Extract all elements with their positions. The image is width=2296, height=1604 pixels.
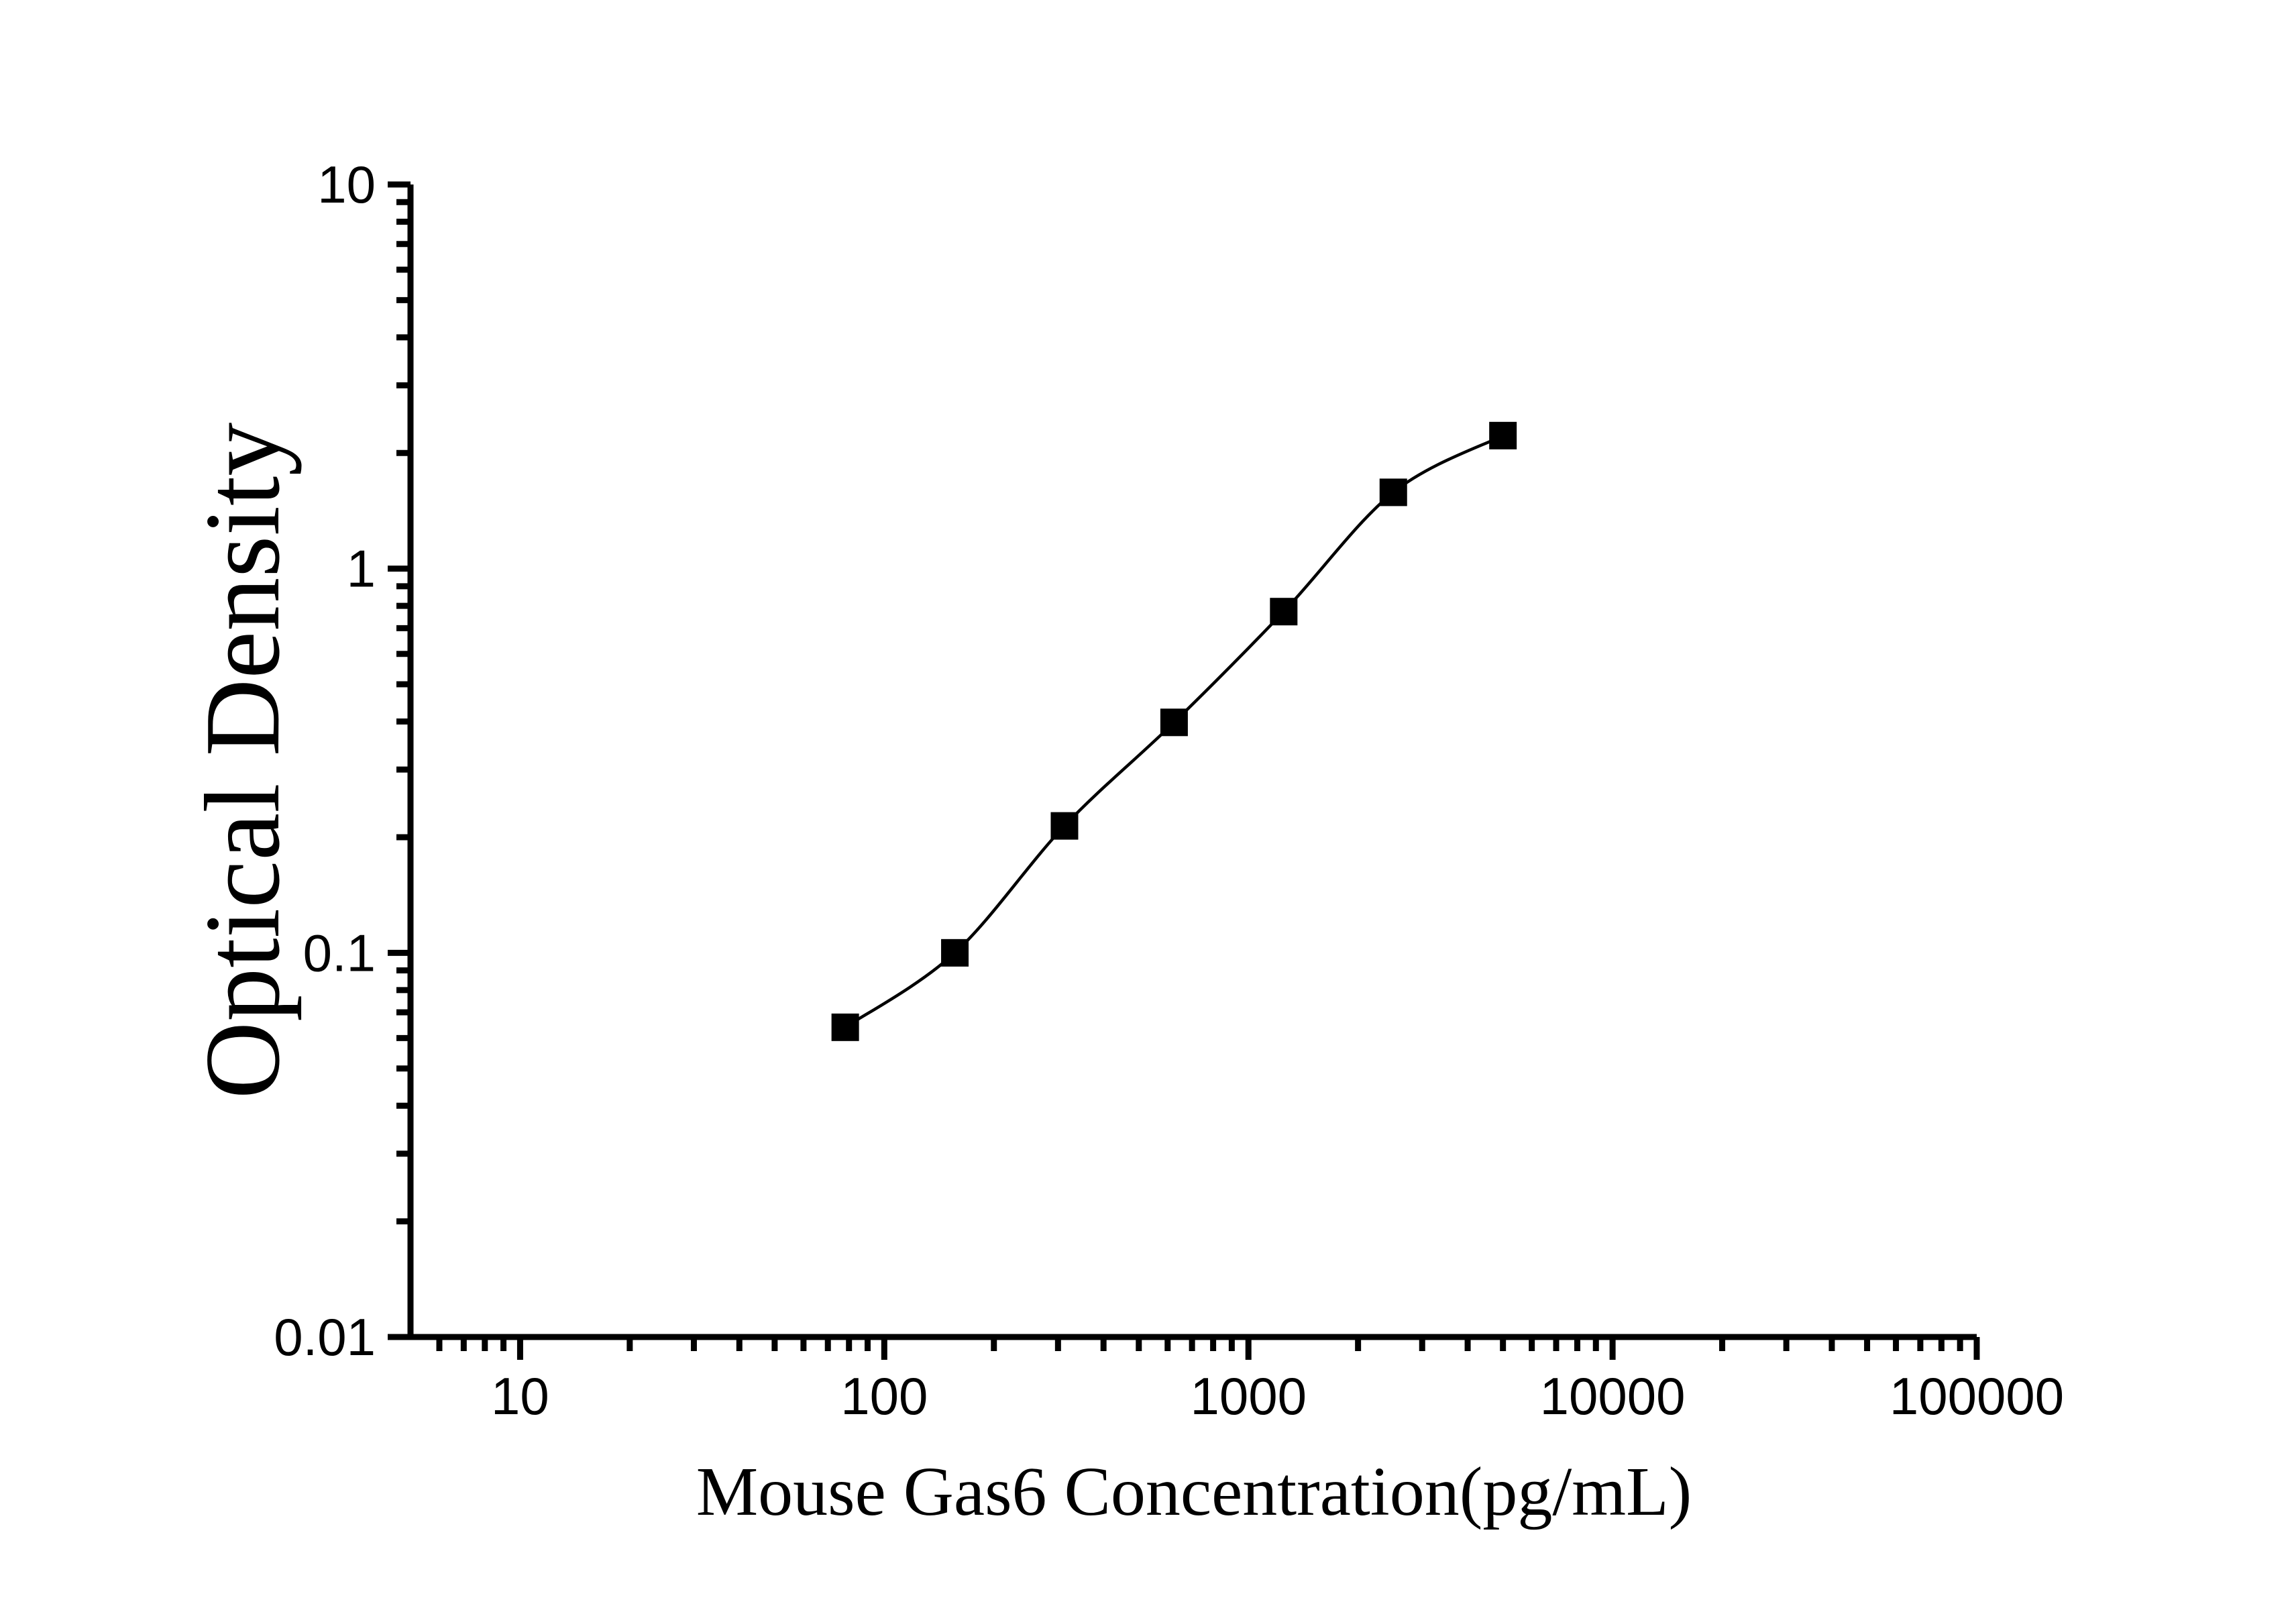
x-tick-labels: 10 100 1000 10000 100000: [491, 1367, 2064, 1426]
x-tick-label: 100000: [1890, 1367, 2064, 1426]
major-ticks: [388, 181, 1980, 1360]
data-point-marker: [941, 939, 969, 967]
x-tick-label: 10000: [1540, 1367, 1686, 1426]
data-point-marker: [831, 1013, 859, 1041]
y-tick-label: 0.1: [303, 923, 376, 982]
y-tick-labels: 0.01 0.1 1 10: [274, 155, 376, 1367]
x-tick-label: 1000: [1190, 1367, 1307, 1426]
x-tick-label: 100: [840, 1367, 928, 1426]
data-point-marker: [1270, 598, 1298, 626]
data-point-marker: [1379, 478, 1407, 506]
y-axis-title: Optical Density: [182, 423, 302, 1100]
x-tick-label: 10: [491, 1367, 549, 1426]
data-point-marker: [1050, 812, 1079, 840]
y-tick-label: 0.01: [274, 1307, 376, 1367]
axes-frame: [407, 184, 1977, 1340]
y-tick-label: 10: [317, 155, 376, 214]
data-point-marker: [1160, 708, 1188, 737]
x-axis-title: Mouse Gas6 Concentration(pg/mL): [696, 1453, 1692, 1530]
y-tick-label: 1: [347, 539, 376, 598]
data-point-markers: [831, 421, 1517, 1041]
data-point-marker: [1489, 421, 1517, 449]
